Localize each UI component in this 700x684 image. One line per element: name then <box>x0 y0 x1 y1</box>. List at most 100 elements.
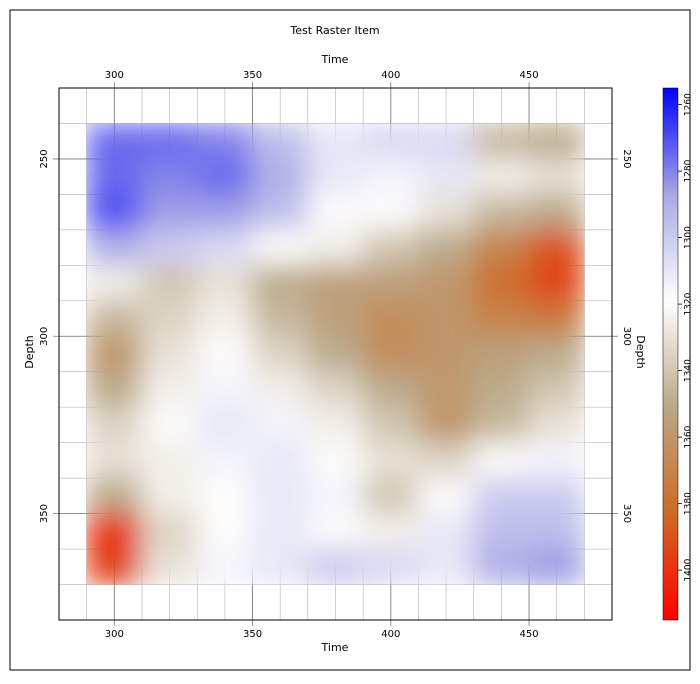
raster-cell <box>196 158 254 195</box>
raster-cell <box>86 513 143 550</box>
raster-cell <box>362 335 419 373</box>
raster-cell <box>252 442 309 479</box>
x-tick-label-top: 300 <box>105 70 124 81</box>
raster-cell <box>528 335 585 373</box>
raster-cell <box>417 193 475 231</box>
raster-cell <box>362 548 419 585</box>
x-tick-label-top: 350 <box>243 70 262 81</box>
y-tick-label: 350 <box>39 504 50 523</box>
raster-cell <box>362 123 419 160</box>
raster-cell <box>528 158 585 195</box>
colorbar-tick-label: 1260 <box>684 93 694 116</box>
raster-cell <box>252 371 309 408</box>
raster-cell <box>86 123 143 160</box>
raster-cell <box>141 548 198 585</box>
raster-cell <box>196 477 254 515</box>
raster-cell <box>252 158 309 195</box>
raster-cell <box>86 193 143 231</box>
raster-cell <box>362 229 419 266</box>
raster-cell <box>473 442 530 479</box>
raster-cell <box>252 193 309 231</box>
raster-cell <box>417 406 475 444</box>
raster-cell <box>196 548 254 585</box>
raster-cell <box>196 406 254 444</box>
raster-cell <box>528 229 585 266</box>
y-tick-label: 250 <box>39 149 50 168</box>
y-tick-label-right: 300 <box>621 327 632 346</box>
raster-cell <box>141 123 198 160</box>
raster-cell <box>307 158 364 195</box>
raster-cell <box>141 406 198 444</box>
raster-cell <box>141 513 198 550</box>
raster-cell <box>196 371 254 408</box>
raster-cell <box>307 406 364 444</box>
raster-cell <box>86 158 143 195</box>
raster-cell <box>141 477 198 515</box>
raster-cell <box>362 513 419 550</box>
raster-cell <box>473 193 530 231</box>
x-axis-label: Time <box>321 641 349 654</box>
raster-cell <box>307 300 364 337</box>
raster-cell <box>362 371 419 408</box>
raster-cell <box>196 193 254 231</box>
raster-cell <box>196 513 254 550</box>
y-tick-label: 300 <box>39 327 50 346</box>
raster-cell <box>86 442 143 479</box>
colorbar-tick-label: 1320 <box>684 292 694 315</box>
raster-cell <box>307 548 364 585</box>
raster-cell <box>196 123 254 160</box>
raster-cell <box>362 300 419 337</box>
raster-cell <box>252 406 309 444</box>
raster-cell <box>417 158 475 195</box>
raster-cell <box>362 406 419 444</box>
raster-cell <box>86 229 143 266</box>
raster-cell <box>528 193 585 231</box>
raster-cell <box>86 371 143 408</box>
colorbar-tick-label: 1400 <box>684 558 694 581</box>
x-tick-label-top: 400 <box>381 70 400 81</box>
raster-cell <box>417 264 475 302</box>
raster-cell <box>528 406 585 444</box>
raster-cell <box>307 371 364 408</box>
raster-cell <box>473 335 530 373</box>
raster-cell <box>252 335 309 373</box>
y-tick-label-right: 350 <box>621 504 632 523</box>
y-tick-label-right: 250 <box>621 149 632 168</box>
colorbar-tick-label: 1380 <box>684 492 694 515</box>
raster-cell <box>196 264 254 302</box>
raster-cell <box>141 229 198 266</box>
raster-cell <box>307 264 364 302</box>
raster-cell <box>252 300 309 337</box>
raster-cell <box>86 300 143 337</box>
raster-cell <box>86 477 143 515</box>
raster-cell <box>362 193 419 231</box>
raster-cell <box>362 477 419 515</box>
raster-cell <box>196 442 254 479</box>
raster-cell <box>417 335 475 373</box>
raster-cell <box>307 513 364 550</box>
raster-cell <box>252 548 309 585</box>
x-axis-label-top: Time <box>321 53 349 66</box>
raster-cell <box>473 477 530 515</box>
raster-cell <box>196 300 254 337</box>
raster-cell <box>528 371 585 408</box>
raster-cell <box>473 406 530 444</box>
raster-cell <box>307 477 364 515</box>
raster-cell <box>528 300 585 337</box>
raster-cell <box>252 229 309 266</box>
raster-cell <box>417 123 475 160</box>
raster-cell <box>141 264 198 302</box>
frame <box>9 9 691 671</box>
raster-cell <box>362 158 419 195</box>
raster-cell <box>528 513 585 550</box>
colorbar-tick-label: 1280 <box>684 159 694 182</box>
raster-cell <box>528 123 585 160</box>
raster-cell <box>417 300 475 337</box>
raster-cell <box>141 158 198 195</box>
x-tick-label: 300 <box>105 629 124 640</box>
raster-cell <box>417 513 475 550</box>
raster-cell <box>473 123 530 160</box>
raster-cell <box>528 477 585 515</box>
raster-cell <box>362 442 419 479</box>
